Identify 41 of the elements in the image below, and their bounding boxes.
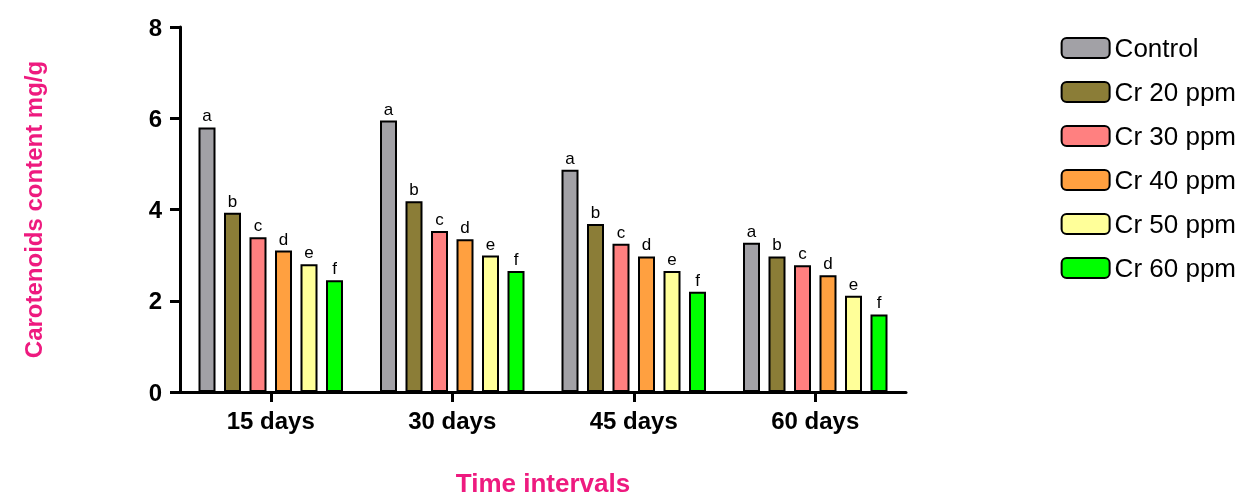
data-label: e [848,274,859,294]
data-label: f [513,250,519,270]
data-label: c [616,222,626,242]
legend-label: Cr 40 ppm [1114,165,1237,195]
x-tick-label: 30 days [408,406,497,434]
data-label: c [798,244,808,264]
legend-label: Cr 60 ppm [1114,253,1237,283]
data-label: e [485,234,496,254]
data-label: f [332,259,338,279]
data-label: a [746,221,757,241]
y-tick-label: 4 [148,196,163,223]
data-label: c [253,216,263,236]
data-label: b [227,191,238,211]
data-label: b [772,235,782,255]
y-tick-label: 2 [148,287,162,315]
legend-label: Cr 20 ppm [1114,77,1237,107]
data-label: c [435,209,445,229]
y-axis-title: Carotenoids content mg/g [19,60,47,359]
data-label: d [641,235,652,255]
data-label: d [823,254,833,274]
x-axis-title: Time intervals [455,468,631,498]
data-label: a [383,99,394,119]
data-label: b [409,180,419,200]
y-tick-label: 6 [148,104,162,132]
data-label: b [590,203,601,223]
y-tick-label: 0 [148,378,162,406]
data-label: f [695,270,701,290]
data-label: f [876,293,882,313]
x-tick-label: 45 days [589,406,678,434]
legend-label: Cr 50 ppm [1114,209,1237,239]
data-label: a [202,106,213,126]
data-label: d [460,218,470,238]
data-label: a [565,148,576,168]
x-tick-label: 15 days [226,406,315,434]
data-label: e [667,250,677,270]
data-label: d [278,229,289,249]
legend-label: Cr 30 ppm [1114,121,1237,151]
data-label: e [304,243,314,263]
y-tick-label: 8 [148,13,162,41]
x-tick-label: 60 days [771,406,860,434]
legend-label: Control [1114,33,1199,63]
